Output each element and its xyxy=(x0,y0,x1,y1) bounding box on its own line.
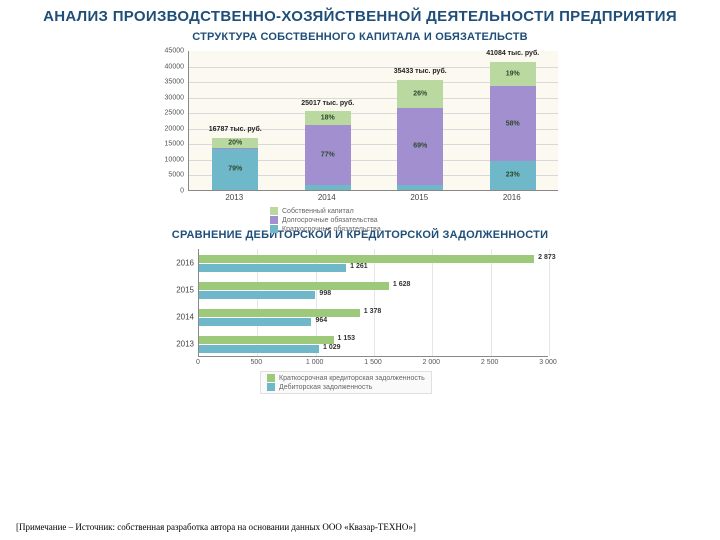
x-category-label: 2013 xyxy=(211,193,257,202)
x-category-label: 2015 xyxy=(396,193,442,202)
y-tick: 25000 xyxy=(150,110,184,117)
bar-column: 16787 тыс. руб.79%1%20% xyxy=(212,138,258,190)
x-tick: 1 500 xyxy=(364,359,382,366)
chart1-title: СТРУКТУРА СОБСТВЕННОГО КАПИТАЛА И ОБЯЗАТ… xyxy=(0,27,720,45)
gridline xyxy=(374,249,375,356)
legend-item: Собственный капитал xyxy=(270,207,381,215)
footnote: [Примечание – Источник: собственная разр… xyxy=(16,522,416,532)
legend-swatch xyxy=(267,374,275,382)
segment-label: 79% xyxy=(212,166,258,173)
horizontal-bar xyxy=(199,318,311,326)
bar-total-label: 35433 тыс. руб. xyxy=(360,68,480,75)
x-tick: 2 500 xyxy=(481,359,499,366)
horizontal-bar xyxy=(199,282,389,290)
y-tick: 20000 xyxy=(150,125,184,132)
bar-segment: 58% xyxy=(490,86,536,160)
bar-segment: 1% xyxy=(212,148,258,149)
bar-segment: 18% xyxy=(305,111,351,125)
legend-swatch xyxy=(270,225,278,233)
x-tick: 0 xyxy=(196,359,200,366)
segment-label: 26% xyxy=(397,91,443,98)
legend-swatch xyxy=(270,216,278,224)
gridline xyxy=(549,249,550,356)
bar-column: 35433 тыс. руб.5%69%26% xyxy=(397,80,443,190)
bar-column: 25017 тыс. руб.6%77%18% xyxy=(305,112,351,190)
y-tick: 5000 xyxy=(150,172,184,179)
horizontal-bar xyxy=(199,255,534,263)
chart1-plot-area: 16787 тыс. руб.79%1%20%25017 тыс. руб.6%… xyxy=(188,51,558,191)
y-category-label: 2014 xyxy=(150,312,194,321)
bar-segment: 5% xyxy=(397,185,443,191)
legend-item: Краткосрочная кредиторская задолженность xyxy=(267,374,425,382)
y-tick: 10000 xyxy=(150,156,184,163)
x-tick: 2 000 xyxy=(423,359,441,366)
legend-label: Собственный капитал xyxy=(282,208,354,215)
x-tick: 500 xyxy=(250,359,262,366)
segment-label: 19% xyxy=(490,71,536,78)
bar-segment: 6% xyxy=(305,185,351,190)
bar-segment: 77% xyxy=(305,125,351,185)
y-category-label: 2015 xyxy=(150,285,194,294)
horizontal-bar xyxy=(199,264,346,272)
legend-item: Долгосрочные обязательства xyxy=(270,216,381,224)
bar-total-label: 25017 тыс. руб. xyxy=(268,100,388,107)
bar-segment: 20% xyxy=(212,138,258,148)
legend-label: Краткосрочные обязательства xyxy=(282,226,381,233)
y-category-label: 2013 xyxy=(150,339,194,348)
bar-segment: 79% xyxy=(212,149,258,190)
horizontal-bar xyxy=(199,336,334,344)
segment-label: 20% xyxy=(212,140,258,147)
segment-label: 58% xyxy=(490,120,536,127)
y-tick: 30000 xyxy=(150,94,184,101)
y-tick: 35000 xyxy=(150,79,184,86)
segment-label: 69% xyxy=(397,143,443,150)
legend-label: Краткосрочная кредиторская задолженность xyxy=(279,375,425,382)
legend-swatch xyxy=(270,207,278,215)
bar-segment: 69% xyxy=(397,108,443,184)
chart1-legend: Собственный капитал Долгосрочные обязател… xyxy=(270,207,381,234)
y-category-label: 2016 xyxy=(150,258,194,267)
gridline xyxy=(491,249,492,356)
horizontal-bar xyxy=(199,309,360,317)
legend-label: Дебиторская задолженность xyxy=(279,384,372,391)
x-tick: 1 000 xyxy=(306,359,324,366)
y-tick: 45000 xyxy=(150,48,184,55)
legend-item: Краткосрочные обязательства xyxy=(270,225,381,233)
horizontal-bar-chart: 2016 2015 2014 2013 0 500 1 000 1 500 2 000 2 50… xyxy=(150,245,570,385)
chart2-plot-area xyxy=(198,249,548,357)
legend-label: Долгосрочные обязательства xyxy=(282,217,378,224)
x-category-label: 2016 xyxy=(489,193,535,202)
legend-item: Дебиторская задолженность xyxy=(267,383,425,391)
horizontal-bar xyxy=(199,291,315,299)
gridline xyxy=(432,249,433,356)
horizontal-bar xyxy=(199,345,319,353)
bar-total-label: 16787 тыс. руб. xyxy=(175,126,295,133)
legend-swatch xyxy=(267,383,275,391)
x-category-label: 2014 xyxy=(304,193,350,202)
segment-label: 23% xyxy=(490,172,536,179)
x-tick: 3 000 xyxy=(539,359,557,366)
segment-label: 77% xyxy=(305,152,351,159)
y-tick: 40000 xyxy=(150,63,184,70)
bar-column: 41084 тыс. руб.23%58%19% xyxy=(490,62,536,190)
chart2-legend: Краткосрочная кредиторская задолженность… xyxy=(260,371,432,394)
page-title: АНАЛИЗ ПРОИЗВОДСТВЕННО-ХОЗЯЙСТВЕННОЙ ДЕЯ… xyxy=(0,0,720,27)
y-tick: 15000 xyxy=(150,141,184,148)
segment-label: 18% xyxy=(305,115,351,122)
stacked-bar-chart: 16787 тыс. руб. 79% 1%20% 25017 тыс. руб. 6%… xyxy=(150,45,570,225)
bar-segment: 26% xyxy=(397,80,443,109)
y-tick: 0 xyxy=(150,188,184,195)
bar-segment: 23% xyxy=(490,161,536,190)
bar-segment: 19% xyxy=(490,62,536,86)
bar-total-label: 41084 тыс. руб. xyxy=(453,50,573,57)
